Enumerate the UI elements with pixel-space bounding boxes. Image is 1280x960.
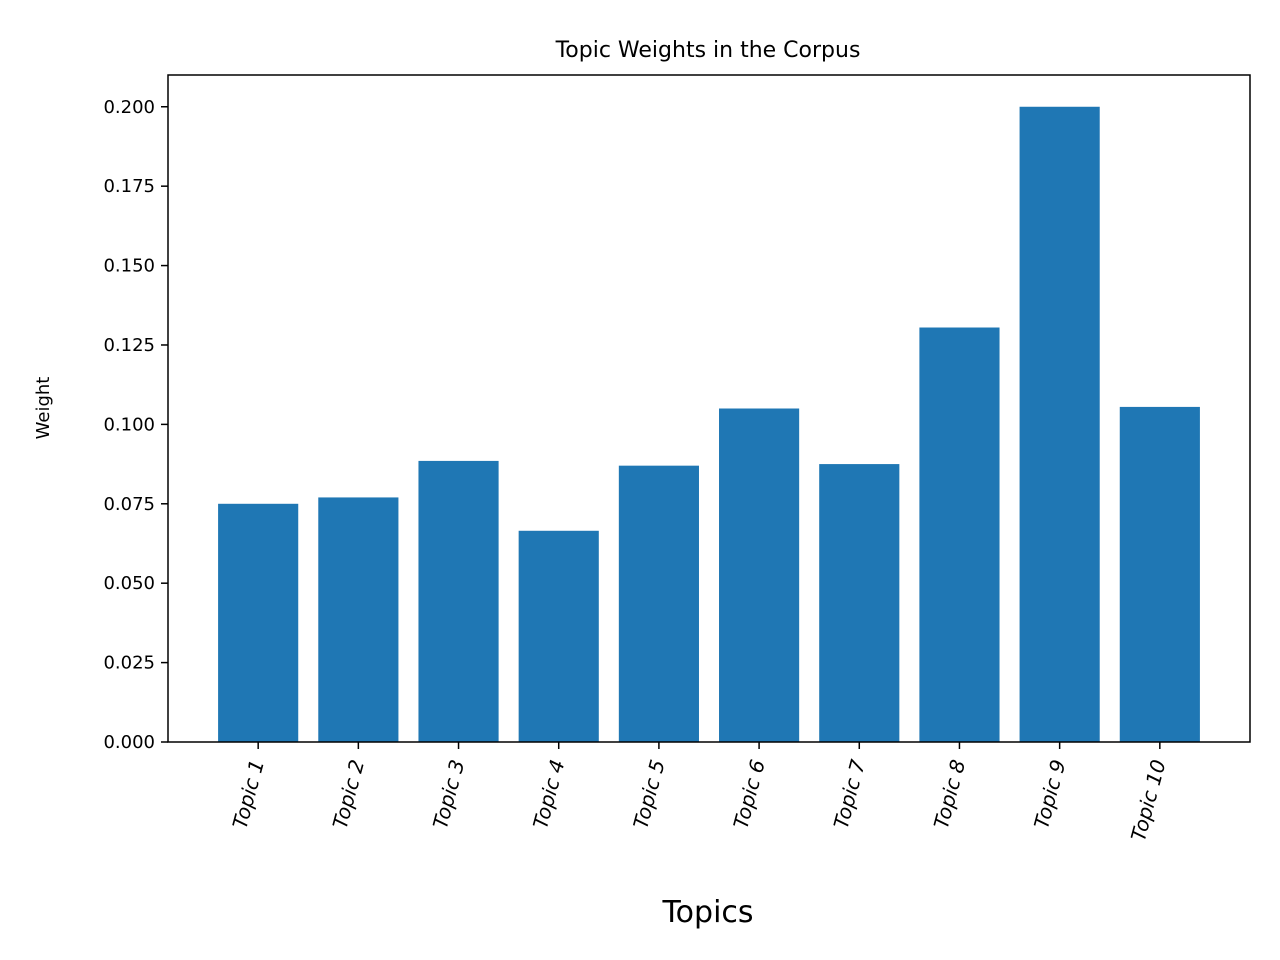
y-tick-label: 0.000 <box>103 732 155 753</box>
y-tick-label: 0.175 <box>103 176 155 197</box>
y-tick-label: 0.200 <box>103 97 155 118</box>
y-axis-label: Weight <box>33 377 54 440</box>
bar-6 <box>719 408 800 742</box>
x-tick-label: Topic 1 <box>228 757 269 831</box>
x-tick-label: Topic 3 <box>428 757 469 831</box>
x-axis-label: Topics <box>661 895 753 930</box>
bar-1 <box>218 503 299 742</box>
y-tick-label: 0.025 <box>103 653 155 674</box>
x-tick-label: Topic 8 <box>929 757 970 831</box>
y-tick-label: 0.150 <box>103 256 155 277</box>
bar-5 <box>618 465 699 742</box>
x-tick-label: Topic 10 <box>1126 757 1171 843</box>
x-tick-label: Topic 9 <box>1029 757 1070 831</box>
y-tick-label: 0.125 <box>103 335 155 356</box>
chart-title: Topic Weights in the Corpus <box>555 38 861 63</box>
plot-frame <box>167 74 1251 743</box>
x-axis: Topic 1 Topic 2 Topic 3 Topic 4 Topic 5 Topic… <box>228 742 1171 844</box>
bar-8 <box>919 327 1000 742</box>
x-tick-label: Topic 5 <box>628 757 669 831</box>
x-tick-label: Topic 7 <box>829 757 870 831</box>
x-tick-label: Topic 6 <box>729 757 770 831</box>
bar-3 <box>418 460 499 742</box>
bar-4 <box>518 530 599 742</box>
x-tick-label: Topic 2 <box>328 757 369 831</box>
bar-2 <box>318 497 399 742</box>
x-tick-label: Topic 4 <box>528 757 569 831</box>
y-tick-label: 0.050 <box>103 573 155 594</box>
y-tick-label: 0.100 <box>103 414 155 435</box>
y-tick-label: 0.075 <box>103 494 155 515</box>
bars-group <box>218 106 1200 742</box>
bar-10 <box>1119 406 1200 742</box>
bar-7 <box>819 464 900 742</box>
y-axis: 0.000 0.025 0.050 0.075 0.100 0.125 0.150 0.175… <box>103 97 168 753</box>
bar-9 <box>1019 106 1100 742</box>
